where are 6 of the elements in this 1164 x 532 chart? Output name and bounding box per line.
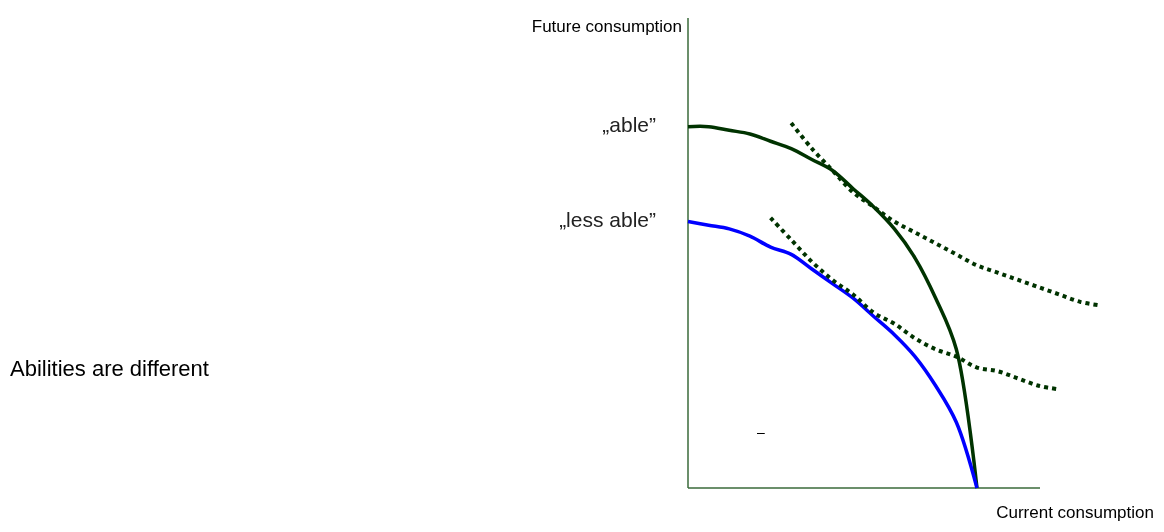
series-label: „less able” — [559, 208, 656, 232]
series-label: „able” — [602, 113, 656, 137]
text: Future consumption — [531, 17, 682, 37]
x-axis-title: Current consumption — [996, 503, 1154, 523]
text: Abilities are different — [10, 355, 209, 381]
annotation: – — [757, 423, 766, 440]
